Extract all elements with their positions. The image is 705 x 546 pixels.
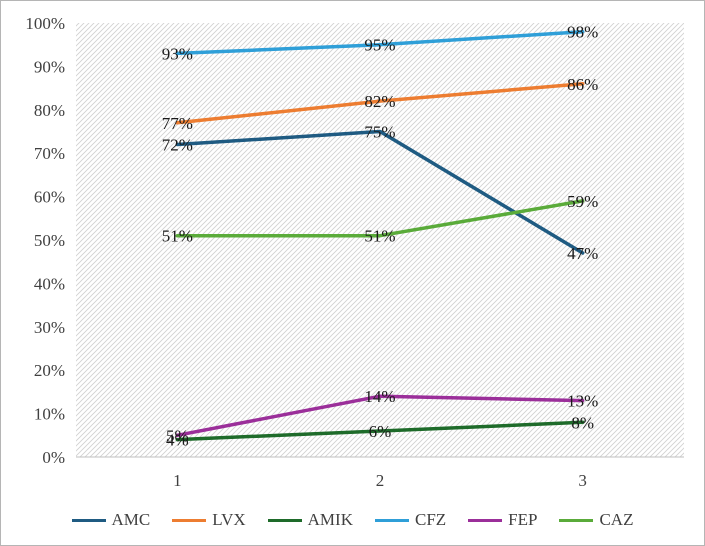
chart-legend: AMC LVX AMIK CFZ FEP CAZ xyxy=(1,508,704,532)
data-label-amik: 6% xyxy=(369,422,392,441)
y-tick-label: 10% xyxy=(34,405,65,424)
series-line-caz xyxy=(175,199,585,238)
x-tick-label: 3 xyxy=(578,471,587,490)
legend-item-amik: AMIK xyxy=(267,510,353,530)
legend-label: AMC xyxy=(111,510,151,529)
legend-label: CFZ xyxy=(414,510,447,529)
y-tick-label: 60% xyxy=(34,188,65,207)
data-label-cfz: 95% xyxy=(364,36,395,55)
legend-item-caz: CAZ xyxy=(559,510,633,530)
data-label-amc: 75% xyxy=(364,123,395,142)
legend-swatch xyxy=(559,518,594,522)
series-line-cfz xyxy=(175,29,585,56)
legend-label: FEP xyxy=(508,510,538,529)
plot-area xyxy=(76,23,684,457)
x-tick-label: 2 xyxy=(376,471,385,490)
legend-item-amc: AMC xyxy=(71,510,151,530)
x-tick-label: 1 xyxy=(173,471,182,490)
y-tick-label: 0% xyxy=(42,448,65,467)
legend-swatch xyxy=(374,518,409,522)
data-label-cfz: 98% xyxy=(567,23,598,42)
legend-swatch xyxy=(267,518,302,522)
y-tick-label: 100% xyxy=(25,14,65,33)
legend-swatch xyxy=(468,518,503,522)
y-tick-label: 50% xyxy=(34,231,65,250)
data-label-fep: 14% xyxy=(364,387,395,406)
y-tick-label: 80% xyxy=(34,101,65,120)
legend-item-cfz: CFZ xyxy=(374,510,447,530)
y-tick-label: 40% xyxy=(34,274,65,293)
data-label-caz: 51% xyxy=(364,227,395,246)
data-label-amc: 47% xyxy=(567,244,598,263)
legend-label: LVX xyxy=(212,510,246,529)
legend-swatch xyxy=(71,518,106,522)
series-line-fep xyxy=(175,394,585,438)
line-chart: 0% 10% 20% 30% 40% 50% 60% 70% 80% 90% 100% 1 2 3 72%… xyxy=(25,14,684,490)
data-label-fep: 5% xyxy=(166,426,189,445)
data-label-lvx: 86% xyxy=(567,75,598,94)
legend-item-fep: FEP xyxy=(468,510,537,530)
series-line-amik xyxy=(175,420,585,442)
y-tick-label: 20% xyxy=(34,361,65,380)
y-tick-label: 90% xyxy=(34,57,65,76)
legend-label: CAZ xyxy=(599,510,634,529)
y-tick-label: 30% xyxy=(34,318,65,337)
data-label-cfz: 93% xyxy=(162,44,193,63)
data-label-amik: 4% xyxy=(166,431,189,450)
data-label-amik: 8% xyxy=(571,413,594,432)
data-label-lvx: 82% xyxy=(364,92,395,111)
data-label-caz: 51% xyxy=(162,227,193,246)
data-label-fep: 13% xyxy=(567,392,598,411)
data-label-amc: 72% xyxy=(162,136,193,155)
legend-label: AMIK xyxy=(307,510,353,529)
legend-swatch xyxy=(172,518,207,522)
data-label-lvx: 77% xyxy=(162,114,193,133)
legend-item-lvx: LVX xyxy=(172,510,246,530)
data-label-caz: 59% xyxy=(567,192,598,211)
series-line-lvx xyxy=(175,82,585,125)
y-tick-label: 70% xyxy=(34,144,65,163)
